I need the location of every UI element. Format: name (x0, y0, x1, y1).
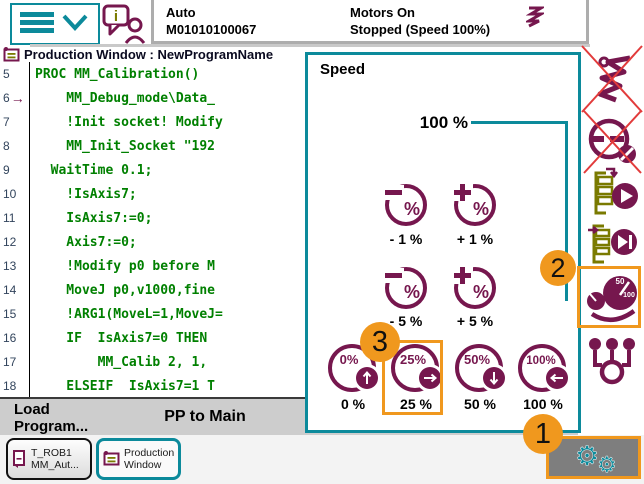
svg-text:50%: 50% (464, 352, 490, 367)
svg-text:100%: 100% (526, 355, 555, 367)
tasks-branch-icon (589, 338, 635, 385)
production-window-icon (103, 451, 120, 466)
current-speed-value: 100 % (419, 113, 468, 132)
svg-text:0%: 0% (340, 352, 359, 367)
operator-message-icon: i (102, 4, 146, 44)
code-line-program-pointer[interactable]: 6 → MM_Debug_mode\Data_ (0, 86, 305, 110)
speed-plus-5-button[interactable]: % (452, 265, 498, 311)
svg-text:%: % (473, 199, 489, 219)
code-line[interactable]: 11 IsAxis7:=0; (0, 206, 305, 230)
gear-icon: ⚙ (597, 452, 617, 478)
speed-minus-5-button[interactable]: % (383, 265, 429, 311)
topbar-divider (30, 44, 590, 47)
status-bar: Auto M01010100067 Motors On Stopped (Spe… (151, 0, 589, 44)
no-increment-disabled-icon (583, 110, 642, 174)
preset-0-label: 0 % (340, 396, 366, 412)
code-line[interactable]: 5 PROC MM_Calibration() (0, 62, 305, 86)
quickset-increment-button[interactable] (583, 110, 642, 174)
program-pointer-icon: → (10, 90, 25, 106)
plus-percent-icon: % (452, 183, 496, 226)
speed-50-dial-icon: 50% (455, 344, 508, 392)
window-titlebar: Production Window : NewProgramName (0, 47, 300, 63)
quickset-mechanical-unit-button[interactable] (581, 45, 643, 113)
speed-pointer-line-vertical (565, 121, 568, 301)
code-line[interactable]: 7 !Init socket! Modify (0, 110, 305, 134)
code-line[interactable]: 9 WaitTime 0.1; (0, 158, 305, 182)
load-program-button[interactable]: Load Program... (14, 401, 89, 435)
annotation-rect-2 (577, 266, 641, 328)
main-menu-button[interactable] (10, 3, 100, 45)
speed-0-button[interactable]: 0% (326, 341, 381, 400)
quickset-speed-button[interactable]: 50 100 (584, 269, 641, 327)
quickset-run-mode-button[interactable] (584, 167, 641, 220)
pp-to-main-button[interactable]: PP to Main (164, 408, 246, 425)
svg-text:50: 50 (616, 277, 625, 286)
production-window-icon (3, 47, 20, 62)
operating-mode: Auto (166, 5, 196, 20)
svg-text:%: % (404, 199, 420, 219)
speed-pointer-line-horizontal (471, 121, 568, 124)
task-program-icon (13, 450, 25, 468)
zigzag-status-icon (526, 6, 544, 28)
annotation-step-3: 3 (360, 322, 400, 362)
execution-state: Stopped (Speed 100%) (350, 22, 491, 37)
quickset-tasks-button[interactable] (584, 335, 641, 397)
speed-100-button[interactable]: 100% (516, 341, 571, 400)
quickset-step-mode-button[interactable] (584, 222, 641, 267)
run-mode-icon (594, 167, 638, 215)
code-line[interactable]: 16 IF IsAxis7=0 THEN (0, 326, 305, 350)
task-button-trob1[interactable]: T_ROB1 MM_Aut... (6, 438, 92, 480)
code-line[interactable]: 15 !ARG1(MoveL=1,MoveJ= (0, 302, 305, 326)
plus-percent-icon: % (452, 266, 496, 309)
speed-dialog: Speed 100 % % % - 1 % + 1 % (305, 52, 581, 433)
plus-1-label: + 1 % (456, 231, 494, 247)
annotation-rect-3 (382, 340, 443, 415)
minus-percent-icon: % (383, 184, 427, 226)
svg-text:i: i (114, 8, 118, 25)
speed-0-dial-icon: 0% (328, 344, 381, 392)
code-line[interactable]: 12 Axis7:=0; (0, 230, 305, 254)
plus-5-label: + 5 % (456, 313, 494, 329)
speed-plus-1-button[interactable]: % (452, 182, 498, 228)
speed-25-button[interactable]: 25% (389, 341, 444, 400)
code-line[interactable]: 14 MoveJ p0,v1000,fine (0, 278, 305, 302)
minus-1-label: - 1 % (389, 231, 423, 247)
svg-text:100: 100 (623, 292, 635, 299)
quickset-menu-button[interactable]: ⚙ ⚙ (546, 436, 641, 479)
speed-50-button[interactable]: 50% (453, 341, 508, 400)
task-button-production-window[interactable]: Production Window (96, 438, 181, 480)
program-editor: 5 PROC MM_Calibration() 6 → MM_Debug_mode\… (0, 62, 305, 398)
minus-percent-icon: % (383, 267, 427, 309)
annotation-step-2: 2 (540, 250, 576, 286)
svg-text:25%: 25% (400, 352, 426, 367)
preset-50-label: 50 % (464, 396, 496, 412)
speed-100-dial-icon: 100% (518, 344, 571, 392)
code-line[interactable]: 8 MM_Init_Socket "192 (0, 134, 305, 158)
gear-icon: ⚙ (575, 441, 600, 472)
code-line[interactable]: 10 !IsAxis7; (0, 182, 305, 206)
dialog-title: Speed (320, 61, 366, 78)
preset-100-label: 100 % (523, 396, 563, 412)
minus-5-label: - 5 % (389, 313, 423, 329)
operator-window-button[interactable]: i (101, 4, 149, 44)
hamburger-chevron-icon (20, 12, 88, 33)
speed-minus-1-button[interactable]: % (383, 182, 429, 228)
speed-25-dial-icon: 25% (391, 344, 444, 392)
step-mode-icon (588, 224, 637, 264)
robot-disabled-icon (581, 45, 643, 113)
svg-text:%: % (404, 282, 420, 302)
code-line[interactable]: 17 MM_Calib 2, 1, (0, 350, 305, 374)
motors-state: Motors On (350, 5, 415, 20)
svg-text:%: % (473, 282, 489, 302)
speedometer-icon: 50 100 (587, 276, 637, 322)
controller-id: M01010100067 (166, 22, 257, 37)
code-line[interactable]: 13 !Modify p0 before M (0, 254, 305, 278)
annotation-step-1: 1 (523, 414, 563, 454)
preset-25-label: 25 % (400, 396, 432, 412)
window-title: Production Window : NewProgramName (24, 47, 274, 62)
code-line[interactable]: 18 ELSEIF IsAxis7=1 T (0, 374, 305, 398)
